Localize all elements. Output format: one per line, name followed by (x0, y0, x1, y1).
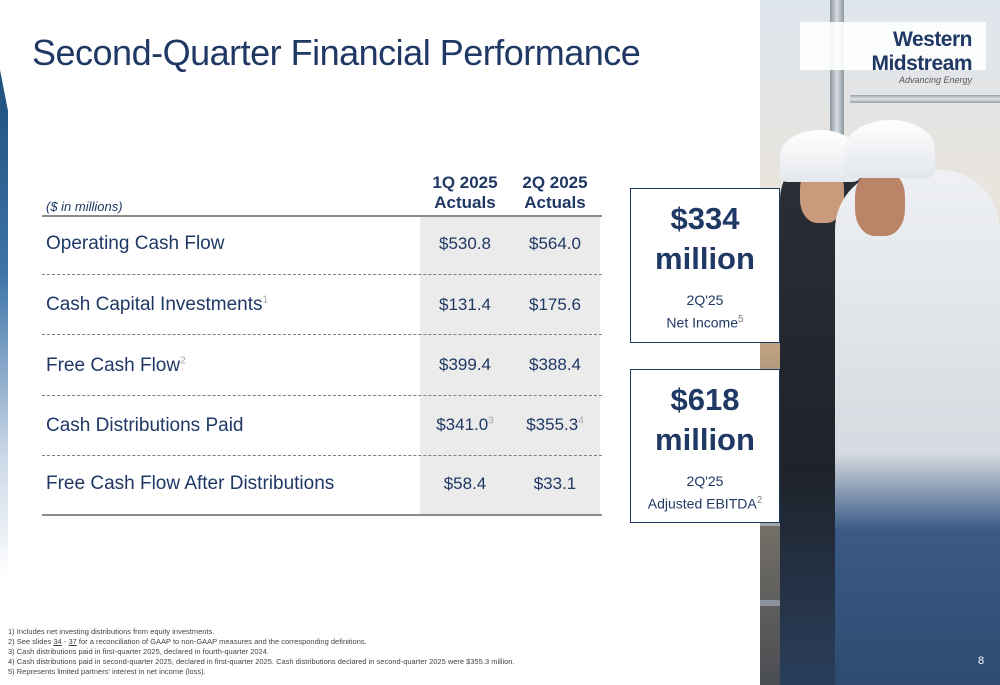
row-label-text: Free Cash Flow (46, 355, 181, 376)
footnote-5: 5) Represents limited partners' interest… (8, 667, 206, 676)
cell-value: $564.0 (529, 234, 581, 253)
slide-title: Second-Quarter Financial Performance (32, 32, 641, 73)
column-header-line2: Actuals (434, 193, 496, 212)
callout-metric: Adjusted EBITDA2 (631, 491, 779, 514)
cell-value: $131.4 (439, 295, 491, 314)
worker-right (835, 170, 1000, 685)
footnote-text: 2) See slides (8, 637, 54, 646)
callout-unit: million (655, 422, 755, 457)
callout-unit: million (655, 241, 755, 276)
cell-value: $399.4 (439, 355, 491, 374)
cell-value: $33.1 (533, 474, 577, 493)
slide-link-34[interactable]: 34 (53, 637, 62, 646)
footnote-ref: 2 (180, 355, 186, 367)
cell-value: $341.0 (436, 415, 489, 434)
column-header-line1: 2Q 2025 (522, 173, 588, 192)
row-divider (42, 274, 602, 275)
unit-label: ($ in millions) (46, 199, 123, 214)
cell-2q-operating-cash-flow: $564.0 (510, 234, 600, 254)
footnote-ref: 2 (756, 495, 763, 506)
actuals-column-shading (420, 215, 600, 515)
cell-1q-cash-distributions-paid: $341.03 (420, 415, 510, 435)
logo-brand: Western Midstream (871, 28, 972, 75)
row-label-cash-distributions-paid: Cash Distributions Paid (46, 415, 243, 437)
logo-tagline: Advancing Energy (898, 75, 972, 85)
footnote-ref: 3 (488, 415, 494, 427)
header-rule (42, 215, 602, 217)
company-logo: Western Midstream Advancing Energy (800, 22, 986, 85)
column-header-line2: Actuals (524, 193, 586, 212)
footnote-text: for a reconciliation of GAAP to non-GAAP… (76, 637, 367, 646)
callout-period: 2Q'25 (686, 292, 724, 308)
workers-photo (760, 0, 1000, 685)
cell-value: $388.4 (529, 355, 581, 374)
cell-value: $530.8 (439, 234, 491, 253)
callout-metric-text: Adjusted EBITDA (647, 495, 757, 512)
cell-value: $175.6 (529, 295, 581, 314)
row-label-free-cash-flow: Free Cash Flow2 (46, 355, 186, 377)
column-header-1q-2025: 1Q 2025 Actuals (420, 173, 510, 213)
row-label-free-cash-flow-after-distributions: Free Cash Flow After Distributions (46, 473, 334, 495)
hard-hat-icon (845, 120, 935, 178)
callout-amount: $334 (670, 201, 740, 236)
pipe (850, 95, 1000, 103)
cell-value: $355.3 (526, 415, 579, 434)
page-number: 8 (978, 655, 985, 667)
cell-2q-free-cash-flow-after-distributions: $33.1 (510, 474, 600, 494)
row-label-text: Operating Cash Flow (46, 233, 225, 254)
callout-metric: Net Income5 (631, 310, 779, 333)
footnote-ref: 1 (262, 294, 269, 306)
cell-1q-free-cash-flow-after-distributions: $58.4 (420, 474, 510, 494)
row-divider (42, 395, 602, 396)
cell-2q-free-cash-flow: $388.4 (510, 355, 600, 375)
row-divider (42, 455, 602, 456)
column-header-line1: 1Q 2025 (432, 173, 498, 192)
column-header-2q-2025: 2Q 2025 Actuals (510, 173, 600, 213)
callout-metric-text: Net Income (666, 314, 739, 331)
row-label-cash-capital-investments: Cash Capital Investments1 (46, 294, 268, 316)
footnote-ref: 5 (738, 314, 744, 325)
left-edge-accent (0, 70, 8, 580)
table-bottom-rule (42, 514, 602, 516)
slide-link-37[interactable]: 37 (68, 637, 77, 646)
callout-period: 2Q'25 (686, 473, 724, 489)
footnote-ref: 4 (578, 415, 584, 427)
row-divider (42, 334, 602, 335)
footnote-4: 4) Cash distributions paid in second-qua… (8, 657, 515, 666)
footnotes: 1) Includes net investing distributions … (8, 627, 515, 677)
cell-2q-cash-distributions-paid: $355.34 (510, 415, 600, 435)
footnote-3: 3) Cash distributions paid in first-quar… (8, 647, 269, 656)
footnote-text: - (61, 637, 69, 646)
row-label-operating-cash-flow: Operating Cash Flow (46, 233, 224, 255)
adjusted-ebitda-callout: $618 million 2Q'25 Adjusted EBITDA2 (630, 369, 780, 523)
worker-right-face (855, 170, 905, 236)
cell-value: $58.4 (443, 474, 487, 493)
cell-1q-free-cash-flow: $399.4 (420, 355, 510, 375)
cell-2q-cash-capital-investments: $175.6 (510, 295, 600, 315)
row-label-text: Free Cash Flow After Distributions (46, 473, 335, 494)
callout-amount: $618 (670, 382, 740, 417)
row-label-text: Cash Distributions Paid (46, 415, 244, 436)
row-label-text: Cash Capital Investments (46, 294, 263, 315)
cell-1q-cash-capital-investments: $131.4 (420, 295, 510, 315)
net-income-callout: $334 million 2Q'25 Net Income5 (630, 188, 780, 343)
footnote-2: 2) See slides 34 - 37 for a reconciliati… (8, 637, 515, 647)
footnote-1: 1) Includes net investing distributions … (8, 627, 215, 636)
cell-1q-operating-cash-flow: $530.8 (420, 234, 510, 254)
